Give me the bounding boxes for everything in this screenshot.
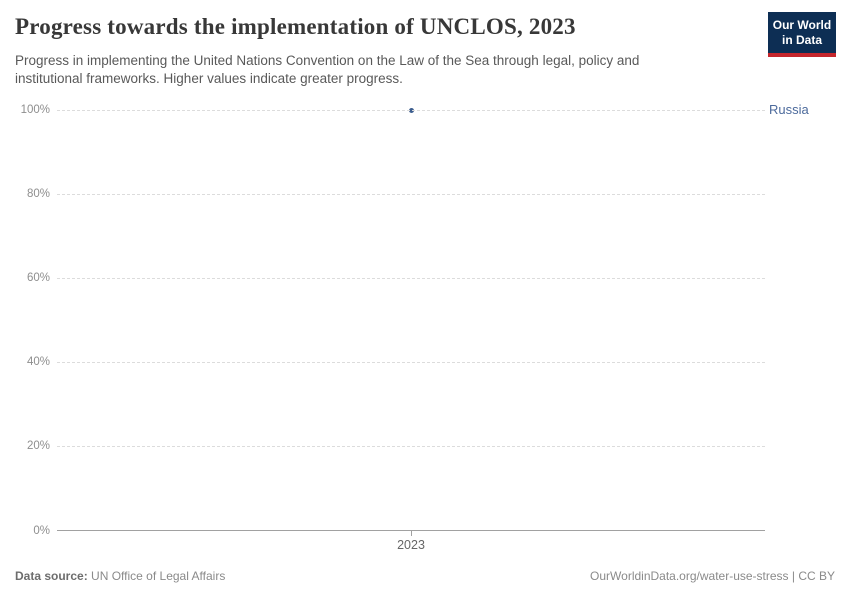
- y-tick-label-40: 40%: [26, 356, 50, 369]
- plot-area: 2023: [57, 107, 765, 552]
- gridline-40: [57, 362, 765, 363]
- x-axis-tick: [411, 530, 412, 536]
- y-tick-label-20: 20%: [26, 440, 50, 453]
- owid-logo[interactable]: Our World in Data: [768, 12, 836, 57]
- gridline-100: [57, 110, 765, 111]
- page-title: Progress towards the implementation of U…: [15, 14, 576, 39]
- data-source-value: UN Office of Legal Affairs: [91, 569, 226, 583]
- data-source: Data source: UN Office of Legal Affairs: [15, 569, 225, 583]
- gridline-20: [57, 446, 765, 447]
- entity-labels: Russia: [769, 102, 849, 531]
- x-tick-label: 2023: [397, 538, 425, 552]
- y-tick-label-60: 60%: [26, 271, 50, 284]
- y-tick-label-100: 100%: [20, 103, 50, 116]
- y-tick-label-0: 0%: [33, 524, 50, 537]
- owid-logo-line2: in Data: [781, 33, 822, 47]
- gridline-60: [57, 278, 765, 279]
- attribution-link[interactable]: OurWorldinData.org/water-use-stress | CC…: [590, 569, 835, 583]
- y-tick-label-80: 80%: [26, 187, 50, 200]
- gridline-80: [57, 194, 765, 195]
- data-source-label: Data source:: [15, 569, 88, 583]
- owid-logo-line1: Our World: [772, 18, 832, 32]
- chart-footer: Data source: UN Office of Legal Affairs …: [15, 569, 835, 583]
- y-axis-labels: 0% 20% 40% 60% 80% 100%: [0, 104, 50, 537]
- entity-label-russia[interactable]: Russia: [769, 102, 809, 117]
- chart-subtitle: Progress in implementing the United Nati…: [15, 53, 640, 87]
